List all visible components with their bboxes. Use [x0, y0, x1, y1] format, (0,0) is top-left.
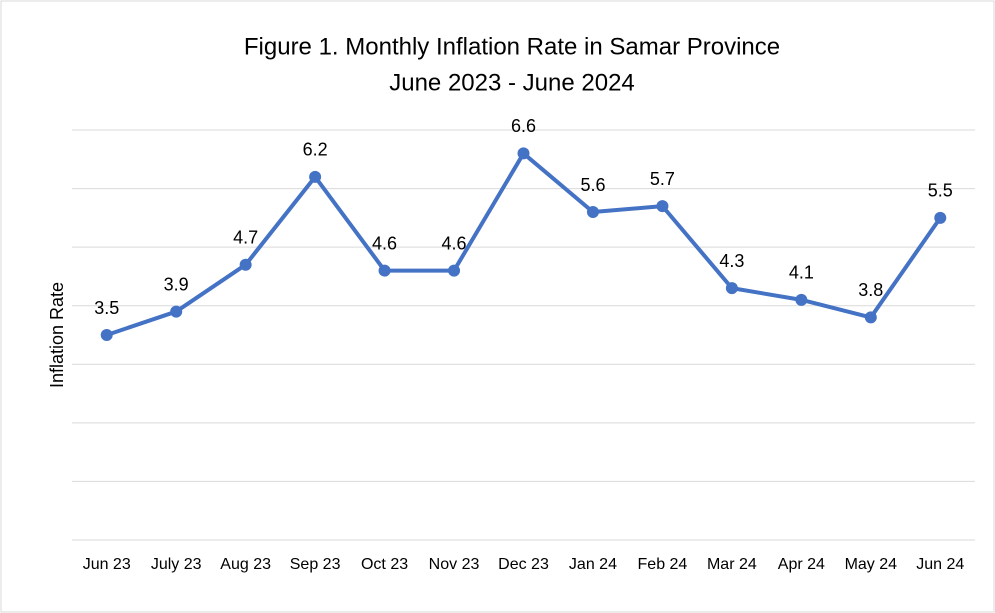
x-tick-label: Sep 23	[289, 556, 341, 573]
x-tick-label: Jan 24	[568, 556, 617, 573]
x-tick-label: Feb 24	[637, 556, 688, 573]
marker	[586, 206, 599, 218]
data-label: 4.7	[233, 227, 258, 247]
marker	[170, 305, 183, 318]
x-tick-label: Aug 23	[220, 556, 271, 573]
marker	[934, 211, 947, 224]
x-tick-label: Apr 24	[777, 556, 825, 573]
x-tick-label: Nov 23	[428, 556, 480, 573]
data-label: 4.6	[442, 233, 467, 253]
marker	[864, 311, 877, 324]
marker	[725, 282, 738, 295]
x-tick-label: Dec 23	[498, 556, 549, 573]
x-tick-label: Jun 23	[82, 556, 131, 573]
chart-title: Figure 1. Monthly Inflation Rate in Sama…	[244, 33, 780, 60]
marker	[795, 293, 808, 306]
marker	[517, 147, 530, 160]
data-label: 3.8	[858, 280, 883, 300]
data-label: 5.5	[928, 181, 953, 201]
data-label: 4.1	[789, 263, 814, 283]
data-label: 5.7	[650, 169, 675, 189]
x-tick-label: May 24	[844, 556, 898, 573]
x-tick-label: Oct 23	[360, 556, 409, 573]
data-label: 3.5	[94, 298, 119, 318]
data-label: 6.2	[303, 140, 328, 160]
x-tick-label: Jun 24	[916, 556, 965, 573]
data-label: 5.6	[580, 175, 605, 195]
data-label: 4.3	[719, 251, 744, 271]
x-tick-label: July 23	[150, 556, 202, 573]
chart-subtitle: June 2023 - June 2024	[389, 69, 635, 96]
marker	[309, 170, 322, 183]
x-tick-label: Mar 24	[706, 556, 757, 573]
y-axis-label: Inflation Rate	[47, 282, 67, 388]
data-label: 4.6	[372, 233, 397, 253]
marker	[239, 258, 252, 271]
data-label: 6.6	[511, 116, 536, 136]
marker	[100, 329, 113, 341]
marker	[378, 264, 391, 277]
data-label: 3.9	[164, 274, 189, 294]
marker	[448, 264, 461, 277]
marker	[656, 200, 669, 213]
